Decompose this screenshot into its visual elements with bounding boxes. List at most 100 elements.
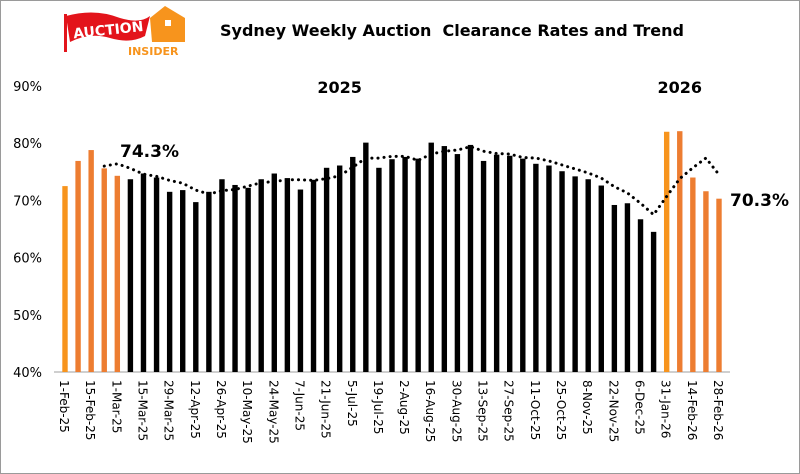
bar	[415, 158, 421, 372]
bar	[376, 167, 382, 372]
y-tick-label: 80%	[13, 137, 42, 152]
bar	[62, 186, 68, 372]
x-tick-label: 16-Aug-25	[423, 380, 437, 442]
bar	[389, 159, 395, 372]
bar	[297, 189, 304, 372]
bar	[206, 191, 212, 372]
x-tick-label: 25-Oct-25	[554, 380, 568, 440]
bar	[140, 173, 147, 372]
x-tick-label: 13-Sep-25	[476, 380, 490, 442]
x-tick-label: 2-Aug-25	[397, 380, 411, 435]
year-label: 2025	[317, 78, 362, 97]
bar	[441, 146, 448, 372]
x-tick-label: 1-Feb-25	[57, 380, 71, 433]
bar	[219, 179, 225, 372]
logo-text-bottom: INSIDER	[128, 45, 179, 58]
chart-title: Sydney Weekly Auction Clearance Rates an…	[220, 21, 684, 40]
bar	[350, 156, 356, 372]
bar	[624, 203, 631, 372]
bar	[336, 165, 343, 372]
x-tick-label: 30-Aug-25	[449, 380, 463, 442]
bar	[180, 190, 186, 372]
bar-series	[62, 131, 722, 372]
x-tick-label: 14-Feb-26	[685, 380, 699, 440]
bar	[585, 179, 591, 372]
x-tick-label: 11-Oct-25	[528, 380, 542, 440]
y-tick-label: 70%	[13, 194, 42, 209]
y-tick-label: 40%	[13, 366, 42, 381]
bar	[402, 156, 408, 372]
y-tick-label: 60%	[13, 252, 42, 267]
x-tick-label: 8-Nov-25	[580, 380, 594, 435]
x-tick-label: 12-Apr-25	[188, 380, 202, 439]
y-tick-label: 90%	[13, 80, 42, 95]
bar	[663, 131, 670, 372]
bar	[101, 168, 107, 372]
bar	[428, 142, 434, 372]
bar	[467, 144, 474, 372]
bar	[677, 131, 683, 372]
y-tick-label: 50%	[13, 309, 42, 324]
x-tick-label: 6-Dec-25	[633, 380, 647, 435]
bar	[75, 160, 81, 372]
bar	[690, 177, 696, 372]
logo-window-icon	[165, 20, 171, 26]
x-tick-label: 7-Jun-25	[292, 380, 306, 431]
y-axis: 40% 50% 60% 70% 80% 90%	[13, 80, 42, 381]
x-tick-label: 29-Mar-25	[162, 380, 176, 441]
bar	[598, 185, 604, 372]
x-axis-labels: 1-Feb-25 15-Feb-25 1-Mar-25 15-Mar-25 29-Mar…	[57, 380, 725, 444]
x-tick-label: 27-Sep-25	[502, 380, 516, 442]
bar	[611, 204, 618, 372]
bar	[546, 165, 552, 372]
bar	[232, 184, 238, 372]
x-tick-label: 19-Jul-25	[371, 380, 385, 434]
bar	[153, 177, 160, 372]
annotations: 74.3% 70.3%	[120, 142, 789, 211]
bar	[703, 191, 709, 372]
bar	[716, 198, 722, 372]
x-tick-label: 15-Feb-25	[83, 380, 97, 440]
year-labels: 2025 2026	[317, 78, 702, 97]
bar	[493, 154, 500, 372]
logo-flagpole	[64, 14, 67, 52]
bar	[533, 163, 539, 372]
trend-line	[102, 145, 721, 217]
x-tick-label: 26-Apr-25	[214, 380, 228, 439]
x-tick-label: 10-May-25	[240, 380, 254, 444]
bar	[127, 179, 134, 372]
bar	[166, 191, 173, 372]
x-tick-label: 24-May-25	[266, 380, 280, 444]
bar	[271, 173, 277, 372]
logo: AUCTION INSIDER	[64, 6, 185, 58]
x-tick-label: 28-Feb-26	[711, 380, 725, 440]
bar	[193, 202, 199, 372]
trend-line-path	[102, 145, 721, 217]
annotation-latest-value: 70.3%	[730, 191, 789, 211]
annotation-start-value: 74.3%	[120, 142, 179, 162]
logo-flag	[66, 12, 150, 42]
x-tick-label: 22-Nov-25	[606, 380, 620, 442]
bar	[114, 175, 121, 372]
bar	[88, 150, 94, 372]
bar	[363, 142, 369, 372]
x-tick-label: 31-Jan-26	[659, 380, 673, 438]
bar	[454, 154, 461, 372]
bar	[559, 171, 565, 372]
bar	[650, 231, 657, 372]
bar	[310, 179, 317, 372]
x-tick-label: 21-Jun-25	[319, 380, 333, 439]
bar	[480, 160, 487, 372]
x-tick-label: 5-Jul-25	[345, 380, 359, 427]
bar	[323, 167, 330, 372]
bar	[572, 176, 578, 372]
x-tick-label: 1-Mar-25	[109, 380, 123, 433]
bar	[507, 155, 513, 372]
x-tick-label: 15-Mar-25	[135, 380, 149, 441]
bar	[637, 219, 644, 372]
bar	[258, 179, 264, 372]
bar	[520, 158, 526, 372]
logo-text-top: AUCTION	[72, 19, 144, 42]
bar	[245, 187, 251, 372]
